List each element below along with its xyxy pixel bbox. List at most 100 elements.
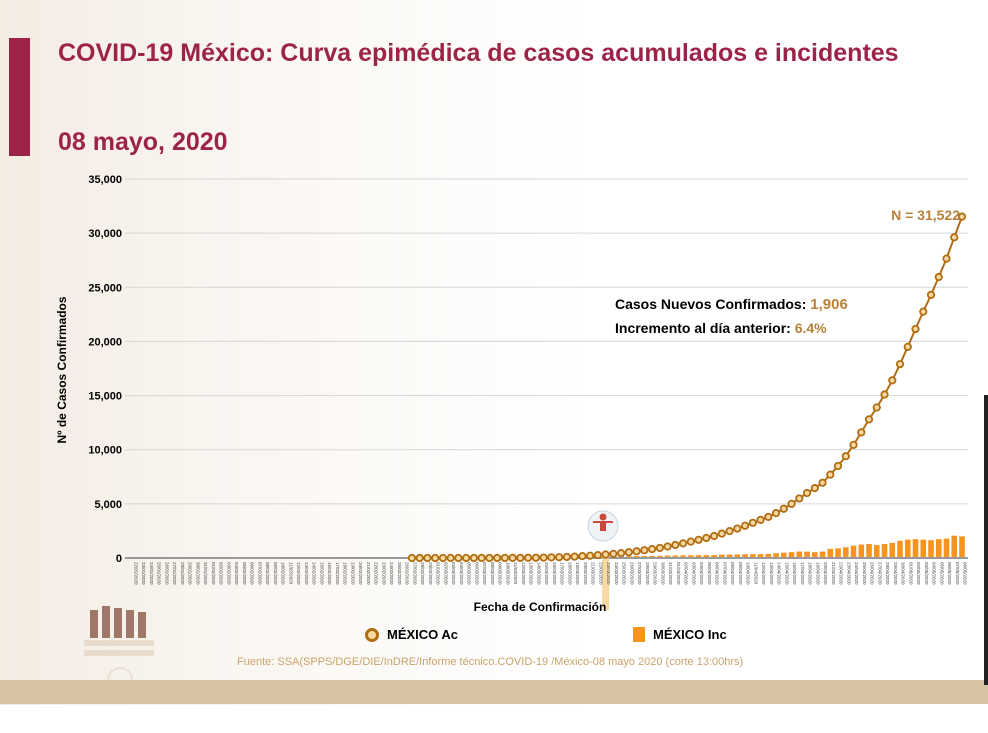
x-tick-label: 08/05/2020 [963, 562, 968, 585]
x-tick-label: 03/02/2020 [226, 562, 231, 585]
x-tick-label: 05/02/2020 [242, 562, 247, 585]
x-tick-label: 27/03/2020 [637, 562, 642, 585]
new-cases-label: Casos Nuevos Confirmados: [615, 296, 810, 312]
bars-series [409, 535, 965, 557]
x-tick-label: 08/02/2020 [265, 562, 270, 585]
point-ac [493, 553, 502, 563]
point-ac [950, 233, 959, 242]
x-tick-label: 13/04/2020 [769, 562, 774, 585]
x-tick-label: 18/02/2020 [343, 562, 348, 585]
x-tick-label: 24/01/2020 [149, 562, 154, 585]
bar-inc [904, 539, 911, 557]
x-tick-label: 01/02/2020 [211, 562, 216, 585]
point-ac [934, 272, 943, 282]
x-tick-label: 19/03/2020 [575, 562, 580, 585]
point-ac [555, 553, 564, 562]
bar-inc [773, 553, 779, 557]
x-tick-label: 24/04/2020 [854, 562, 859, 585]
point-ac [810, 484, 819, 493]
point-ac [415, 553, 424, 563]
y-tick-label: 0 [116, 553, 122, 565]
point-ac [624, 548, 633, 557]
sana-distancia-icon [587, 510, 619, 542]
x-tick-label: 07/03/2020 [482, 562, 487, 585]
x-tick-label: 08/03/2020 [490, 562, 495, 585]
x-tick-label: 14/04/2020 [777, 562, 782, 585]
x-tick-label: 14/03/2020 [536, 562, 541, 585]
bar-inc [664, 555, 671, 557]
x-tick-label: 01/03/2020 [436, 562, 441, 585]
x-tick-label: 21/03/2020 [591, 562, 596, 585]
x-tick-label: 14/02/2020 [312, 562, 317, 585]
x-tick-label: 28/02/2020 [420, 562, 425, 585]
x-tick-label: 29/04/2020 [893, 562, 898, 585]
bar-inc [765, 553, 772, 557]
point-ac [454, 553, 463, 563]
x-tick-label: 19/02/2020 [350, 562, 355, 585]
bar-inc [719, 554, 725, 557]
legend-marker-icon [362, 624, 382, 645]
bar-inc [858, 544, 865, 557]
point-ac [446, 553, 455, 563]
grid [125, 178, 968, 559]
x-tick-label: 20/02/2020 [358, 562, 363, 585]
line-ac [411, 216, 963, 559]
report-date: 08 mayo, 2020 [58, 128, 228, 156]
y-tick-label: 15,000 [88, 391, 122, 403]
point-ac [407, 553, 417, 563]
x-tick-label: 27/04/2020 [877, 562, 882, 585]
point-ac [942, 254, 951, 263]
point-ac [609, 549, 618, 558]
new-cases-annotation: Casos Nuevos Confirmados: 1,906 [615, 296, 848, 313]
x-tick-label: 10/02/2020 [281, 562, 286, 585]
x-tick-label: 25/04/2020 [862, 562, 867, 585]
bar-inc [959, 536, 965, 557]
point-ac [570, 552, 579, 561]
x-tick-label: 15/02/2020 [319, 562, 324, 585]
x-tick-label: 04/04/2020 [699, 562, 704, 585]
x-tick-label: 11/02/2020 [288, 562, 293, 585]
legend-bar-icon [633, 627, 645, 642]
y-axis-label: Nº de Casos Confirmados [55, 296, 69, 443]
point-ac [872, 403, 881, 412]
x-tick-label: 25/03/2020 [622, 562, 627, 585]
x-tick-label: 24/03/2020 [614, 562, 619, 585]
x-tick-label: 01/04/2020 [676, 562, 681, 585]
bar-inc [804, 551, 810, 557]
x-tick-label: 22/02/2020 [374, 562, 379, 585]
x-tick-label: 31/03/2020 [668, 562, 673, 585]
x-tick-label: 05/05/2020 [939, 562, 944, 585]
x-tick-label: 17/02/2020 [335, 562, 340, 585]
point-ac [508, 553, 517, 562]
accent-bar [9, 38, 30, 156]
point-ac [919, 307, 928, 316]
point-ac [655, 543, 664, 553]
point-ac [686, 537, 695, 546]
bar-inc [920, 539, 927, 557]
bar-inc [672, 555, 679, 557]
bar-inc [935, 539, 942, 557]
line-series [407, 212, 967, 563]
bar-inc [897, 540, 903, 557]
x-tick-label: 21/04/2020 [831, 562, 836, 585]
point-ac [795, 494, 804, 503]
point-ac [647, 545, 657, 554]
bar-inc [850, 545, 857, 557]
x-tick-label: 05/04/2020 [707, 562, 712, 585]
y-tick-label: 35,000 [88, 174, 122, 186]
x-tick-label: 30/04/2020 [901, 562, 906, 585]
x-tick-label: 26/01/2020 [164, 562, 169, 585]
x-tick-label: 20/03/2020 [583, 562, 588, 585]
point-ac [524, 553, 533, 562]
x-tick-label: 05/03/2020 [467, 562, 472, 585]
x-tick-label: 06/04/2020 [715, 562, 720, 585]
point-ac [833, 461, 843, 471]
x-tick-label: 29/01/2020 [188, 562, 193, 585]
x-tick-label: 02/03/2020 [443, 562, 448, 585]
x-tick-label: 15/04/2020 [784, 562, 789, 585]
bar-inc [757, 554, 764, 557]
x-tick-label: 04/05/2020 [932, 562, 937, 585]
x-tick-label: 16/03/2020 [552, 562, 557, 585]
screen-edge [984, 395, 988, 685]
bar-inc [633, 556, 640, 557]
